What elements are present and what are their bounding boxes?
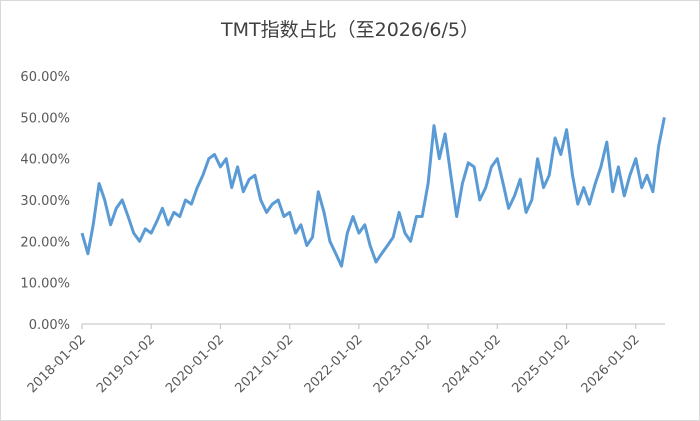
y-tick-label: 10.00%: [20, 277, 70, 292]
y-tick-label: 60.00%: [20, 70, 70, 85]
y-tick-label: 20.00%: [20, 235, 70, 250]
y-tick-label: 30.00%: [20, 194, 70, 209]
y-tick-label: 50.00%: [20, 111, 70, 126]
y-tick-label: 0.00%: [29, 318, 70, 333]
y-tick-label: 40.00%: [20, 153, 70, 168]
chart-title: TMT指数占比（至2026/6/5）: [220, 19, 479, 41]
data-line: [80, 117, 666, 268]
